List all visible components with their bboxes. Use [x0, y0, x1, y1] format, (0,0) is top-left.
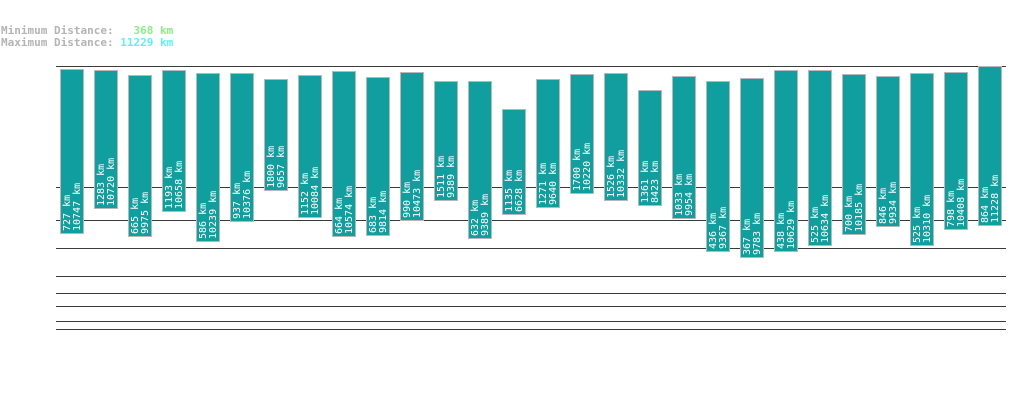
max-distance-text: 9389 km	[446, 155, 457, 198]
max-distance-text: 9814 km	[378, 190, 389, 233]
distance-bar: 1271 km 9640 km	[536, 79, 560, 208]
grid-line	[56, 329, 1006, 330]
max-distance-text: 11228 km	[990, 174, 1001, 223]
grid-line	[56, 248, 1006, 249]
grid-line	[56, 187, 1006, 188]
distance-bar: 1283 km 10720 km	[94, 70, 118, 209]
max-distance-text: 9389 km	[480, 193, 491, 236]
grid-line	[56, 293, 1006, 294]
grid-line	[56, 306, 1006, 307]
max-distance-text: 10720 km	[106, 157, 117, 206]
distance-bar: 436 km 9367 km	[706, 81, 730, 252]
max-distance-text: 9975 km	[140, 191, 151, 234]
distance-bar: 798 km 10408 km	[944, 72, 968, 230]
max-distance-text: 10084 km	[310, 166, 321, 215]
distance-bar: 937 km 10376 km	[230, 73, 254, 222]
distance-bar: 632 km 9389 km	[468, 81, 492, 239]
distance-bar: 525 km 10634 km	[808, 70, 832, 246]
max-distance-row: Maximum Distance: 11229 km	[1, 37, 173, 49]
distance-bar: 1152 km 10084 km	[298, 75, 322, 218]
max-distance-text: 10634 km	[820, 194, 831, 243]
max-distance-text: 9934 km	[888, 181, 899, 224]
distance-bar: 700 km 10185 km	[842, 74, 866, 235]
distance-bar: 586 km 10239 km	[196, 73, 220, 242]
max-distance-text: 10747 km	[72, 182, 83, 231]
distance-bar: 665 km 9975 km	[128, 75, 152, 237]
max-distance-text: 10239 km	[208, 190, 219, 239]
distance-bar: 864 km 11228 km	[978, 66, 1002, 226]
max-distance-text: 9657 km	[276, 145, 287, 188]
max-distance-text: 9640 km	[548, 162, 559, 205]
max-distance-text: 10408 km	[956, 178, 967, 227]
distance-bar: 1526 km 10332 km	[604, 73, 628, 201]
distance-bar: 1033 km 9954 km	[672, 76, 696, 219]
max-distance-text: 10376 km	[242, 170, 253, 219]
min-distance-row: Minimum Distance: 368 km	[1, 25, 173, 37]
max-distance-text: 9954 km	[684, 173, 695, 216]
distance-bar: 525 km 10310 km	[910, 73, 934, 246]
distance-bar: 990 km 10473 km	[400, 72, 424, 221]
distance-bar: 727 km 10747 km	[60, 69, 84, 234]
max-distance-text: 10658 km	[174, 160, 185, 209]
grid-line	[56, 66, 1006, 67]
max-distance-text: 10185 km	[854, 183, 865, 232]
min-distance-value: 368 km	[120, 24, 174, 37]
grid-line	[56, 321, 1006, 322]
max-distance-text: 10574 km	[344, 185, 355, 234]
max-distance-text: 9367 km	[718, 206, 729, 249]
max-distance-text: 9783 km	[752, 212, 763, 255]
max-distance-text: 10473 km	[412, 169, 423, 218]
distance-bar: 1700 km 10220 km	[570, 74, 594, 194]
max-distance-text: 10332 km	[616, 149, 627, 198]
max-distance-text: 10310 km	[922, 194, 933, 243]
max-distance-value: 11229 km	[120, 36, 174, 49]
distance-bar: 664 km 10574 km	[332, 71, 356, 237]
distance-stats: Minimum Distance: 368 km Maximum Distanc…	[1, 25, 173, 49]
distance-bar: 438 km 10629 km	[774, 70, 798, 252]
distance-bar: 683 km 9814 km	[366, 77, 390, 236]
distance-bar: 1800 km 9657 km	[264, 79, 288, 191]
distance-bar: 1135 km 6628 km	[502, 109, 526, 215]
max-distance-text: 10629 km	[786, 200, 797, 249]
grid-line	[56, 220, 1006, 221]
max-distance-label: Maximum Distance:	[1, 36, 114, 49]
max-distance-text: 8423 km	[650, 160, 661, 203]
max-distance-text: 10220 km	[582, 142, 593, 191]
distance-bar: 846 km 9934 km	[876, 76, 900, 227]
distance-bar: 1361 km 8423 km	[638, 90, 662, 206]
distance-bar: 1511 km 9389 km	[434, 81, 458, 201]
grid-line	[56, 276, 1006, 277]
distance-bar: 1193 km 10658 km	[162, 70, 186, 212]
min-distance-label: Minimum Distance:	[1, 24, 114, 37]
max-distance-text: 6628 km	[514, 169, 525, 212]
distance-bar: 367 km 9783 km	[740, 78, 764, 258]
